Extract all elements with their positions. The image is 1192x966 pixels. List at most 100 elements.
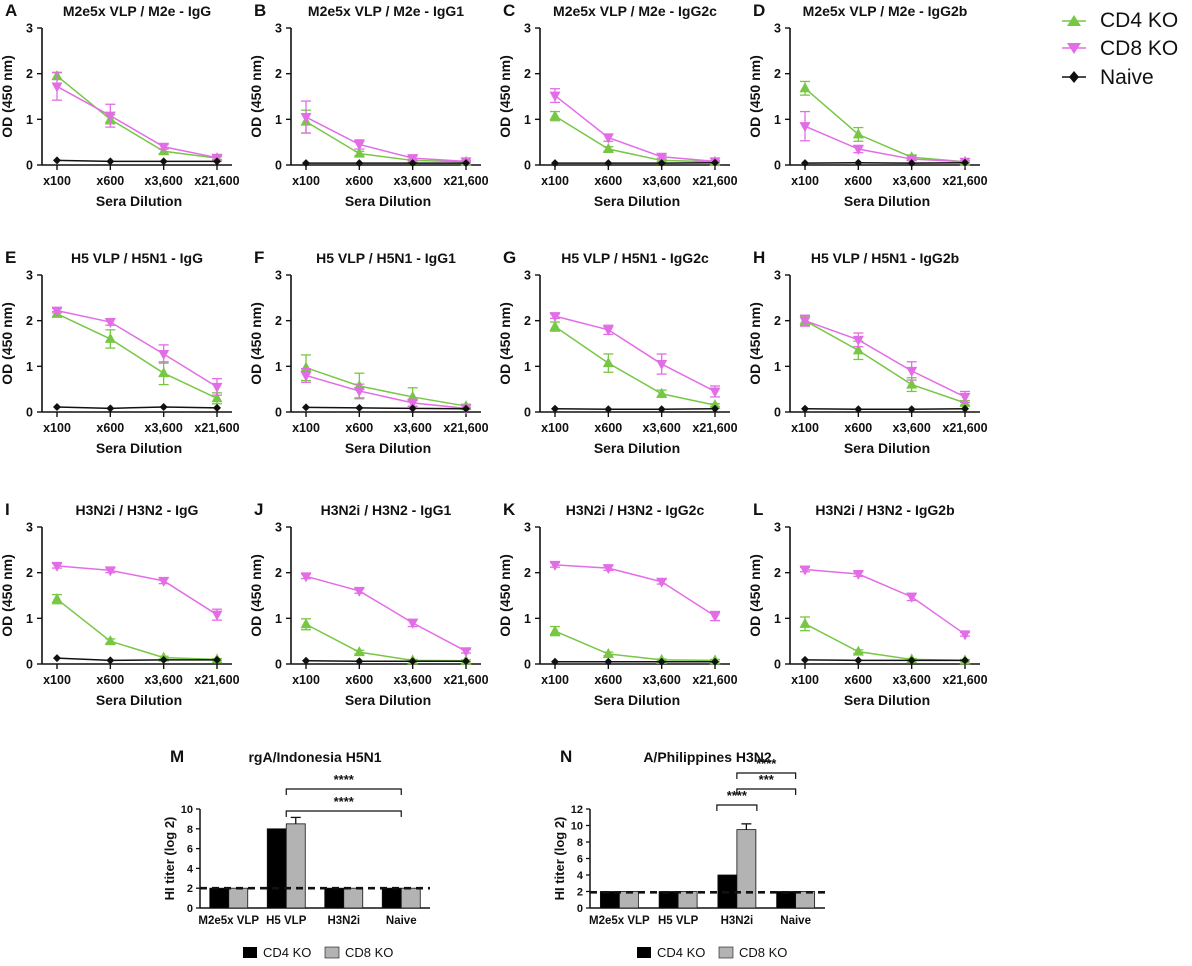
significance-label: **** [727,788,748,803]
x-category-label: H5 VLP [266,915,307,927]
y-axis-title: OD (450 nm) [497,302,513,384]
data-point-cd8 [959,392,971,403]
chart-panel-C: C M2e5x VLP / M2e - IgG2c 0 1 2 3 x100 x600 x3,6… [497,1,738,209]
data-point-naive [302,403,310,412]
panel-title: H5 VLP / H5N1 - IgG2c [561,250,709,266]
data-point-cd8 [407,398,419,409]
data-point-naive [907,405,916,414]
bar-legend-cd8-label: CD8 KO [345,945,393,960]
x-category-label: H3N2i [327,915,360,927]
series-line-cd8 [305,116,467,163]
y-tick-label: 3 [774,22,781,36]
data-point-cd8 [300,113,312,124]
y-axis-title: HI titer (log 2) [162,817,177,901]
panel-letter: D [753,1,765,20]
y-tick-label: 0 [275,658,282,672]
y-tick-label: 2 [524,67,531,81]
y-tick-label: 8 [577,837,583,849]
data-point-cd8 [906,592,918,603]
series-line-naive [56,159,217,163]
bar-cd4 [266,828,287,909]
data-point-cd4 [104,635,116,646]
significance-bracket [736,772,797,779]
data-point-naive [604,657,613,666]
x-category-label: M2e5x VLP [198,915,259,927]
significance-bracket [736,788,797,795]
series-line-cd8 [554,94,716,163]
panel-letter: L [753,500,763,519]
data-point-cd8 [959,630,971,641]
x-tick-label: x600 [844,673,872,687]
data-point-naive [801,404,809,413]
panel-letter: G [503,248,516,267]
x-axis-title: Sera Dilution [96,193,182,209]
panel-title: H5 VLP / H5N1 - IgG1 [316,250,456,266]
series-line-cd4 [56,313,218,399]
data-point-naive [213,157,221,166]
data-point-cd4 [51,593,63,604]
data-point-naive [355,159,364,168]
data-point-naive [408,404,417,413]
y-tick-label: 8 [187,824,193,836]
x-tick-label: x100 [43,421,71,435]
x-tick-label: x600 [594,174,622,188]
y-tick-label: 3 [26,22,33,36]
series-line-cd4 [554,325,716,406]
data-point-cd4 [353,646,365,657]
series-line-cd8 [554,564,716,617]
x-axis-title: Sera Dilution [594,440,680,456]
x-tick-label: x21,600 [194,174,239,188]
data-point-cd8 [602,564,614,575]
data-point-cd4 [602,357,614,368]
chart-panel-D: D M2e5x VLP / M2e - IgG2b 0 1 2 3 x100 x600 x3,6… [747,1,988,209]
x-tick-label: x21,600 [692,174,737,188]
y-tick-label: 3 [774,521,781,535]
y-tick-label: 2 [26,67,33,81]
data-point-naive [657,657,666,666]
y-tick-label: 4 [187,863,194,875]
y-tick-label: 0 [187,903,193,915]
bar-cd4 [381,887,402,909]
series-line-cd8 [305,575,467,652]
y-tick-label: 1 [26,360,33,374]
x-tick-label: x21,600 [194,421,239,435]
y-axis-title: OD (450 nm) [248,554,264,636]
y-tick-label: 0 [774,159,781,173]
x-tick-label: x600 [96,673,124,687]
data-point-cd8 [211,610,223,621]
x-tick-label: x100 [791,421,819,435]
series-line-naive [305,406,467,410]
data-point-cd8 [104,566,116,577]
data-point-naive [302,656,310,665]
data-point-naive [907,656,916,665]
data-point-cd8 [300,371,312,382]
data-point-naive [213,403,221,412]
data-point-cd4 [211,392,223,403]
bar-legend-cd4-label: CD4 KO [263,945,311,960]
data-point-cd4 [300,618,312,629]
chart-panel-H: H H5 VLP / H5N1 - IgG2b 0 1 2 3 x100 x600 x3,600… [747,248,988,456]
data-point-naive [961,656,969,665]
y-tick-label: 2 [26,566,33,580]
data-point-cd8 [158,142,170,153]
data-point-cd4 [353,147,365,158]
y-tick-label: 6 [577,854,583,866]
y-tick-label: 3 [524,269,531,283]
series-line-cd4 [804,623,966,662]
data-point-cd8 [300,572,312,583]
series-line-cd8 [804,568,966,635]
y-tick-label: 0 [524,159,531,173]
data-point-cd8 [799,122,811,133]
y-tick-label: 1 [774,360,781,374]
x-axis-title: Sera Dilution [345,692,431,708]
y-tick-label: 12 [571,804,583,816]
x-tick-label: x600 [96,174,124,188]
bar-cd4 [209,887,230,909]
data-point-cd8 [158,350,170,361]
data-point-cd8 [656,152,668,163]
data-point-cd8 [460,647,472,658]
bar-cd8 [400,887,421,909]
bar-cd8 [285,823,306,909]
bar-cd4 [658,891,679,909]
x-tick-label: x21,600 [194,673,239,687]
